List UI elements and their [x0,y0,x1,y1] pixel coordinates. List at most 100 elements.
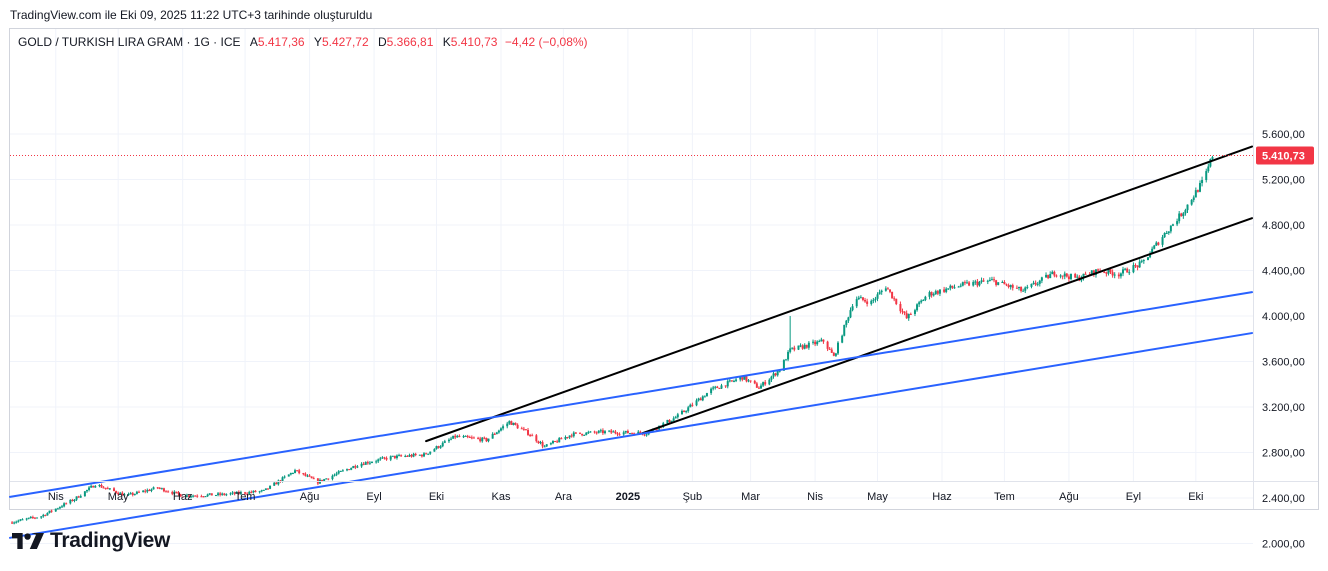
candle-body [672,418,675,421]
candle-body [381,457,384,459]
candle [845,319,848,328]
candle [470,435,473,440]
black-channel-line-0[interactable] [425,145,1253,443]
candle [167,490,170,493]
candle [400,454,403,457]
candle-body [776,371,779,376]
blue-channel-line-2[interactable] [9,291,1253,498]
candle-body [768,379,771,385]
candle-body [264,488,267,490]
candle-body [770,376,773,380]
candle [19,519,22,522]
candle [585,432,588,436]
candle [726,379,729,389]
candle [420,454,423,458]
black-channel-line-1[interactable] [641,217,1253,435]
candle-body [524,429,527,431]
candle [995,279,998,287]
candle [837,341,839,356]
candle [512,422,515,426]
candle [54,508,57,512]
candle [1065,273,1068,278]
candle [106,486,109,490]
price-tick-label: 5.600,00 [1262,129,1305,141]
blue-channel-line-3[interactable] [9,332,1253,539]
candle-body [1153,245,1156,249]
candle [277,479,280,486]
candle-body [204,496,207,498]
candle-body [92,485,95,488]
candle-body [689,404,692,408]
candle-body [749,380,752,382]
tradingview-brand[interactable]: TradingView [12,529,170,553]
candle-body [807,342,810,348]
candle-body [918,302,921,305]
candle-body [535,435,538,442]
candle [527,427,530,436]
candle-body [273,482,276,486]
candle-body [995,280,998,285]
candle-body [924,296,927,301]
candle [1007,283,1010,289]
candle [1040,276,1043,284]
candle-body [857,297,860,300]
candle-body [335,473,338,475]
candle [543,444,546,448]
candle [1055,274,1058,278]
candle [1146,257,1149,261]
candle-body [144,490,147,492]
time-tick-label: Tem [994,491,1015,503]
candle-body [137,491,140,493]
candle-body [1030,283,1033,287]
candle [876,292,879,302]
candle-body [745,376,748,382]
candle-body [818,341,821,343]
candle-body [1132,265,1135,273]
candle-body [65,503,68,505]
candle [841,334,844,344]
candle [133,493,136,496]
candle [1059,274,1062,279]
high-value: 5.427,72 [321,35,369,49]
candle-body [951,285,954,288]
candle-body [437,446,440,448]
candle-body [31,517,34,519]
candle [1113,272,1116,279]
candle [493,432,496,436]
candle-body [1036,283,1039,285]
trend-lines[interactable] [9,145,1253,539]
candle-body [375,461,378,463]
candle-body [233,492,236,494]
candle-body [1026,286,1029,288]
candle-body [516,424,519,429]
candle [551,440,554,445]
candle-body [1122,269,1125,274]
candle [414,452,417,457]
candle-body [502,426,505,429]
candle [333,473,336,477]
candle-body [1201,180,1204,184]
candle [337,470,340,475]
candle-body [400,455,403,457]
candle-body [464,435,467,437]
candle-body [354,466,357,468]
candle [13,521,16,525]
candle [287,474,290,477]
candle [202,495,205,498]
candle [618,432,621,436]
candle [976,279,979,288]
candle-body [19,519,22,521]
price-tick-label: 4.000,00 [1262,311,1305,323]
candle-body [680,410,683,415]
candle [102,485,105,489]
candle-body [337,471,340,474]
candle [508,420,511,425]
candle [768,378,771,386]
candle-body [133,493,136,495]
candle [123,492,126,496]
candle-body [58,507,61,509]
candle [539,440,542,445]
candle [699,397,702,401]
candle [797,345,800,351]
